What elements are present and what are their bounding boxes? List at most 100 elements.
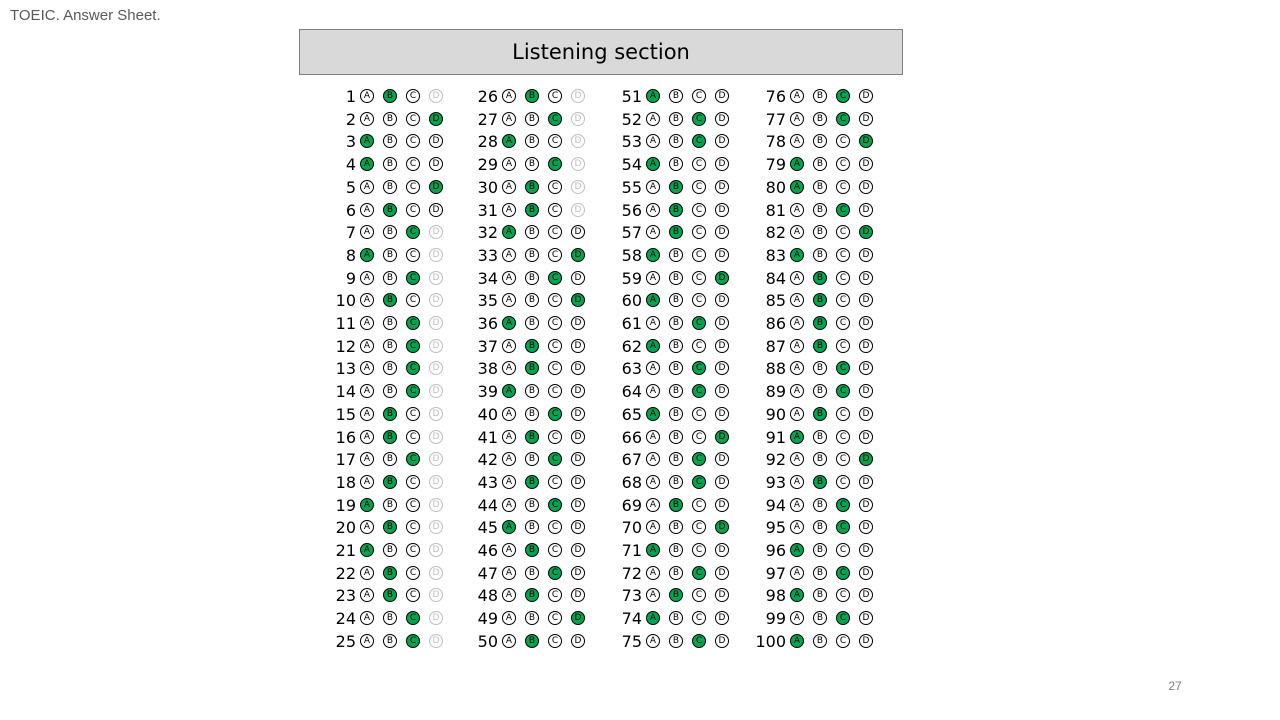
answer-bubble-d[interactable]: D [715, 474, 729, 489]
answer-bubble-c[interactable]: C [548, 406, 562, 421]
answer-bubble-d[interactable]: D [715, 565, 729, 580]
answer-bubble-a[interactable]: A [790, 474, 804, 489]
answer-bubble-d[interactable]: D [429, 179, 443, 194]
answer-bubble-d[interactable]: D [715, 111, 729, 126]
answer-bubble-b[interactable]: B [525, 111, 539, 126]
answer-bubble-c[interactable]: C [406, 316, 420, 330]
answer-bubble-d[interactable]: D [429, 134, 443, 149]
answer-bubble-b[interactable]: B [813, 452, 827, 467]
answer-bubble-b[interactable]: B [383, 633, 397, 648]
answer-bubble-d[interactable]: D [715, 361, 729, 376]
answer-bubble-b[interactable]: B [525, 474, 539, 489]
answer-bubble-a[interactable]: A [502, 89, 516, 103]
answer-bubble-b[interactable]: B [669, 202, 683, 217]
answer-bubble-a[interactable]: A [646, 588, 660, 603]
answer-bubble-d[interactable]: D [859, 316, 873, 330]
answer-bubble-b[interactable]: B [383, 588, 397, 603]
answer-bubble-b[interactable]: B [813, 111, 827, 126]
answer-bubble-d[interactable]: D [859, 202, 873, 217]
answer-bubble-a[interactable]: A [790, 452, 804, 467]
answer-bubble-b[interactable]: B [525, 497, 539, 512]
answer-bubble-d[interactable]: D [571, 89, 585, 103]
answer-bubble-c[interactable]: C [548, 225, 562, 240]
answer-bubble-d[interactable]: D [571, 225, 585, 240]
answer-bubble-c[interactable]: C [548, 588, 562, 603]
answer-bubble-b[interactable]: B [669, 633, 683, 648]
answer-bubble-c[interactable]: C [692, 134, 706, 149]
answer-bubble-a[interactable]: A [646, 293, 660, 308]
answer-bubble-a[interactable]: A [502, 543, 516, 557]
answer-bubble-d[interactable]: D [715, 202, 729, 217]
answer-bubble-a[interactable]: A [360, 361, 374, 376]
answer-bubble-c[interactable]: C [406, 361, 420, 376]
answer-bubble-b[interactable]: B [383, 543, 397, 557]
answer-bubble-d[interactable]: D [859, 270, 873, 285]
answer-bubble-c[interactable]: C [548, 633, 562, 648]
answer-bubble-b[interactable]: B [383, 225, 397, 240]
answer-bubble-d[interactable]: D [715, 157, 729, 172]
answer-bubble-a[interactable]: A [646, 202, 660, 217]
answer-bubble-c[interactable]: C [406, 474, 420, 489]
answer-bubble-a[interactable]: A [646, 111, 660, 126]
answer-bubble-a[interactable]: A [790, 89, 804, 103]
answer-bubble-d[interactable]: D [715, 225, 729, 240]
answer-bubble-d[interactable]: D [429, 361, 443, 376]
answer-bubble-c[interactable]: C [692, 157, 706, 172]
answer-bubble-c[interactable]: C [836, 89, 850, 103]
answer-bubble-b[interactable]: B [669, 338, 683, 353]
answer-bubble-d[interactable]: D [859, 361, 873, 376]
answer-bubble-d[interactable]: D [429, 293, 443, 308]
answer-bubble-a[interactable]: A [646, 157, 660, 172]
answer-bubble-d[interactable]: D [715, 633, 729, 648]
answer-bubble-d[interactable]: D [571, 452, 585, 467]
answer-bubble-d[interactable]: D [429, 429, 443, 444]
answer-bubble-d[interactable]: D [715, 588, 729, 603]
answer-bubble-a[interactable]: A [360, 565, 374, 580]
answer-bubble-b[interactable]: B [383, 89, 397, 103]
answer-bubble-b[interactable]: B [383, 111, 397, 126]
answer-bubble-d[interactable]: D [571, 157, 585, 172]
answer-bubble-d[interactable]: D [429, 474, 443, 489]
answer-bubble-c[interactable]: C [836, 157, 850, 172]
answer-bubble-d[interactable]: D [571, 202, 585, 217]
answer-bubble-a[interactable]: A [502, 293, 516, 308]
answer-bubble-a[interactable]: A [502, 633, 516, 648]
answer-bubble-d[interactable]: D [429, 452, 443, 467]
answer-bubble-a[interactable]: A [790, 134, 804, 149]
answer-bubble-a[interactable]: A [646, 89, 660, 103]
answer-bubble-d[interactable]: D [571, 293, 585, 308]
answer-bubble-c[interactable]: C [836, 497, 850, 512]
answer-bubble-c[interactable]: C [692, 338, 706, 353]
answer-bubble-c[interactable]: C [692, 452, 706, 467]
answer-bubble-c[interactable]: C [548, 565, 562, 580]
answer-bubble-d[interactable]: D [429, 225, 443, 240]
answer-bubble-b[interactable]: B [813, 202, 827, 217]
answer-bubble-c[interactable]: C [692, 202, 706, 217]
answer-bubble-a[interactable]: A [790, 429, 804, 444]
answer-bubble-c[interactable]: C [406, 497, 420, 512]
answer-bubble-c[interactable]: C [692, 316, 706, 330]
answer-bubble-a[interactable]: A [790, 588, 804, 603]
answer-bubble-b[interactable]: B [669, 588, 683, 603]
answer-bubble-a[interactable]: A [790, 316, 804, 330]
answer-bubble-c[interactable]: C [692, 543, 706, 557]
answer-bubble-d[interactable]: D [571, 429, 585, 444]
answer-bubble-a[interactable]: A [790, 202, 804, 217]
answer-bubble-c[interactable]: C [548, 543, 562, 557]
answer-bubble-c[interactable]: C [406, 179, 420, 194]
answer-bubble-b[interactable]: B [813, 270, 827, 285]
answer-bubble-c[interactable]: C [836, 452, 850, 467]
answer-bubble-a[interactable]: A [790, 406, 804, 421]
answer-bubble-a[interactable]: A [502, 611, 516, 626]
answer-bubble-a[interactable]: A [502, 474, 516, 489]
answer-bubble-d[interactable]: D [571, 633, 585, 648]
answer-bubble-c[interactable]: C [548, 202, 562, 217]
answer-bubble-d[interactable]: D [429, 270, 443, 285]
answer-bubble-c[interactable]: C [836, 202, 850, 217]
answer-bubble-c[interactable]: C [836, 270, 850, 285]
answer-bubble-c[interactable]: C [692, 474, 706, 489]
answer-bubble-c[interactable]: C [548, 157, 562, 172]
answer-bubble-a[interactable]: A [790, 565, 804, 580]
answer-bubble-a[interactable]: A [646, 611, 660, 626]
answer-bubble-a[interactable]: A [502, 361, 516, 376]
